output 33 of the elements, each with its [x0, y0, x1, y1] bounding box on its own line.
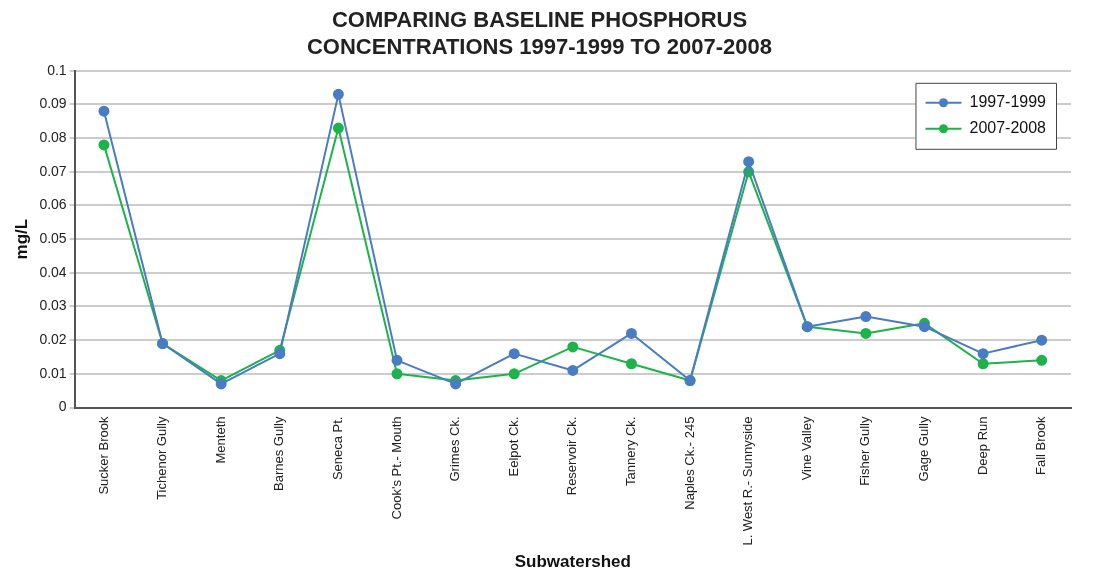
x-tick-label: Barnes Gully: [271, 416, 287, 491]
chart-title: COMPARING BASELINE PHOSPHORUS CONCENTRATIONS 1997-1999 TO 2007-2008: [306, 7, 773, 59]
x-tick-label: Grimes Ck.: [447, 416, 463, 482]
y-tick-label: 0: [58, 398, 67, 415]
y-tick-label: 0.09: [39, 95, 67, 112]
y-axis-title: mg/L: [11, 218, 31, 260]
x-tick-label: Cook's Pt.- Mouth: [388, 416, 404, 520]
x-tick-label: Fall Brook: [1033, 416, 1049, 476]
x-tick-label: L. West R.- Sunnyside: [740, 416, 756, 546]
x-tick-label: Gage Gully: [916, 416, 932, 482]
x-tick-label: Deep Run: [974, 416, 990, 476]
y-tick-label: 0.07: [39, 162, 67, 179]
x-tick-label: Fisher Gully: [857, 416, 873, 486]
y-tick-label: 0.03: [39, 297, 67, 314]
legend-label: 2007-2008: [969, 119, 1047, 137]
y-tick-label: 0.1: [47, 61, 67, 78]
y-tick-label: 0.02: [39, 331, 67, 348]
x-tick-label: Eelpot Ck.: [505, 416, 521, 477]
x-tick-label: Tannery Ck.: [623, 416, 639, 486]
legend-label: 1997-1999: [969, 93, 1047, 111]
y-tick-label: 0.04: [39, 263, 67, 280]
x-tick-label: Vine Valley: [798, 416, 814, 481]
y-tick-label: 0.08: [39, 129, 67, 145]
x-tick-label: Naples Ck.- 245: [681, 416, 697, 510]
x-tick-label: Menteth: [212, 416, 228, 464]
x-axis-title: Subwatershed: [514, 552, 631, 572]
y-tick-label: 0.01: [39, 364, 67, 381]
x-tick-label: Reservoir Ck.: [564, 416, 580, 496]
x-tick-label: Tichenor Gully: [154, 416, 170, 500]
y-tick-label: 0.05: [39, 230, 67, 247]
x-tick-label: Sucker Brook: [95, 416, 111, 495]
x-tick-label: Seneca Pt.: [329, 416, 345, 481]
y-tick-label: 0.06: [39, 196, 67, 213]
